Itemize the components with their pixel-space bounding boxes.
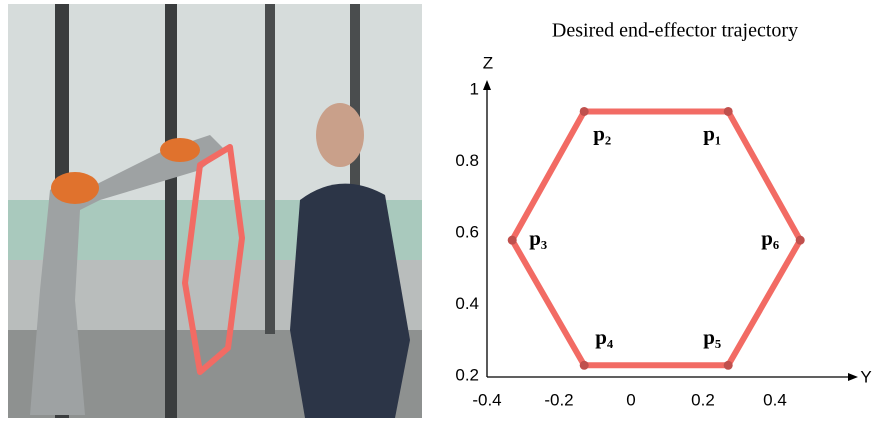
robot-joint (160, 138, 200, 162)
x-tick-label: 0.4 (763, 390, 787, 409)
waypoint (723, 106, 733, 116)
y-tick-label: 0.6 (455, 222, 479, 241)
x-tick-label: -0.2 (544, 390, 573, 409)
trajectory-overlay (182, 144, 245, 375)
y-tick-label: 1 (470, 79, 479, 98)
waypoint-label: p₆ (761, 226, 779, 250)
person-body (290, 183, 410, 418)
x-tick-label: 0.2 (691, 390, 715, 409)
waypoint-label: p₃ (529, 226, 547, 250)
chart-title: Desired end-effector trajectory (552, 20, 798, 42)
waypoint (723, 360, 733, 370)
y-axis-label: Z (483, 53, 493, 72)
robot-arm (30, 135, 225, 415)
robot-joint (51, 172, 99, 204)
pillar (265, 4, 275, 334)
waypoint (795, 235, 805, 245)
y-tick-label: 0.8 (455, 151, 479, 170)
y-tick-label: 0.4 (455, 294, 479, 313)
photo (8, 4, 422, 418)
pillar (165, 4, 177, 418)
waypoint (507, 235, 517, 245)
x-axis-label: Y (860, 367, 871, 386)
y-tick-label: 0.2 (455, 365, 479, 384)
y-arrow (483, 80, 491, 90)
waypoint (579, 360, 589, 370)
waypoint (579, 106, 589, 116)
trajectory-line (509, 108, 804, 369)
pillar (350, 4, 360, 334)
x-tick-label: 0 (626, 390, 635, 409)
person-head (316, 103, 364, 167)
waypoint-label: p₅ (703, 325, 721, 349)
x-arrow (848, 373, 858, 381)
waypoint-label: p₂ (593, 121, 611, 145)
waypoint-label: p₁ (703, 121, 721, 145)
waypoint-label: p₄ (595, 325, 614, 349)
x-tick-label: -0.4 (472, 390, 501, 409)
